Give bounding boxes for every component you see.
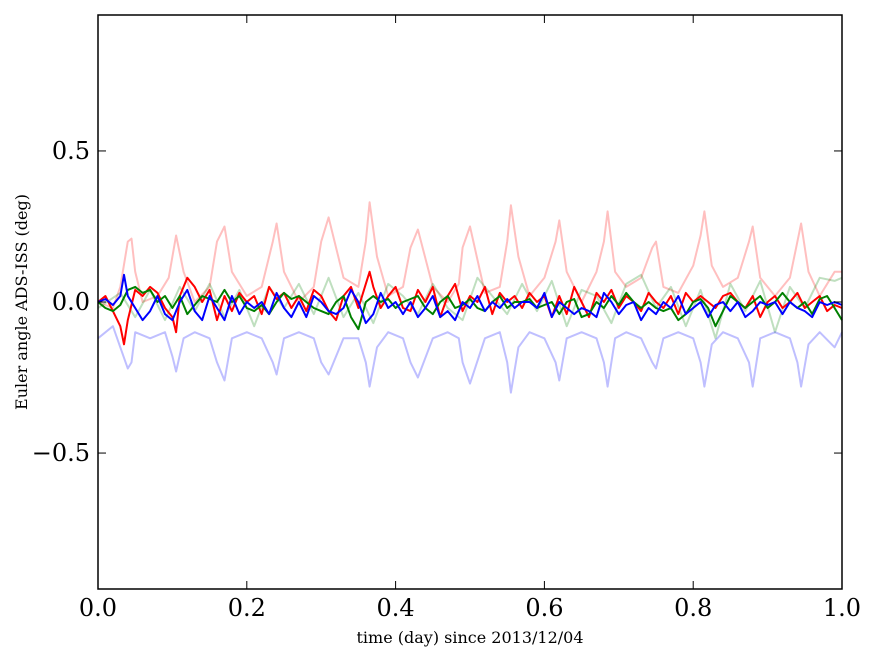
x-tick-label: 0.0 [79,594,117,622]
tick-layer: 0.0 0.2 0.4 0.6 0.8 1.0 −0.5 0.0 0.5 [32,15,861,622]
y-axis-label: Euler angle ADS-ISS (deg) [12,194,31,410]
y-tick-label: 0.5 [52,137,90,165]
y-tick-label: 0.0 [52,288,90,316]
y-tick-label: −0.5 [32,439,90,467]
series-line-3 [97,325,843,394]
series-line-6 [97,273,843,325]
series-layer [97,201,843,394]
series-line-5 [97,285,843,331]
x-tick-label: 0.8 [674,594,712,622]
x-tick-label: 0.6 [525,594,563,622]
x-tick-label: 0.4 [377,594,415,622]
x-tick-label: 1.0 [823,594,861,622]
x-tick-label: 0.2 [228,594,266,622]
series-line-1 [97,201,842,309]
x-axis-label: time (day) since 2013/12/04 [356,628,583,647]
